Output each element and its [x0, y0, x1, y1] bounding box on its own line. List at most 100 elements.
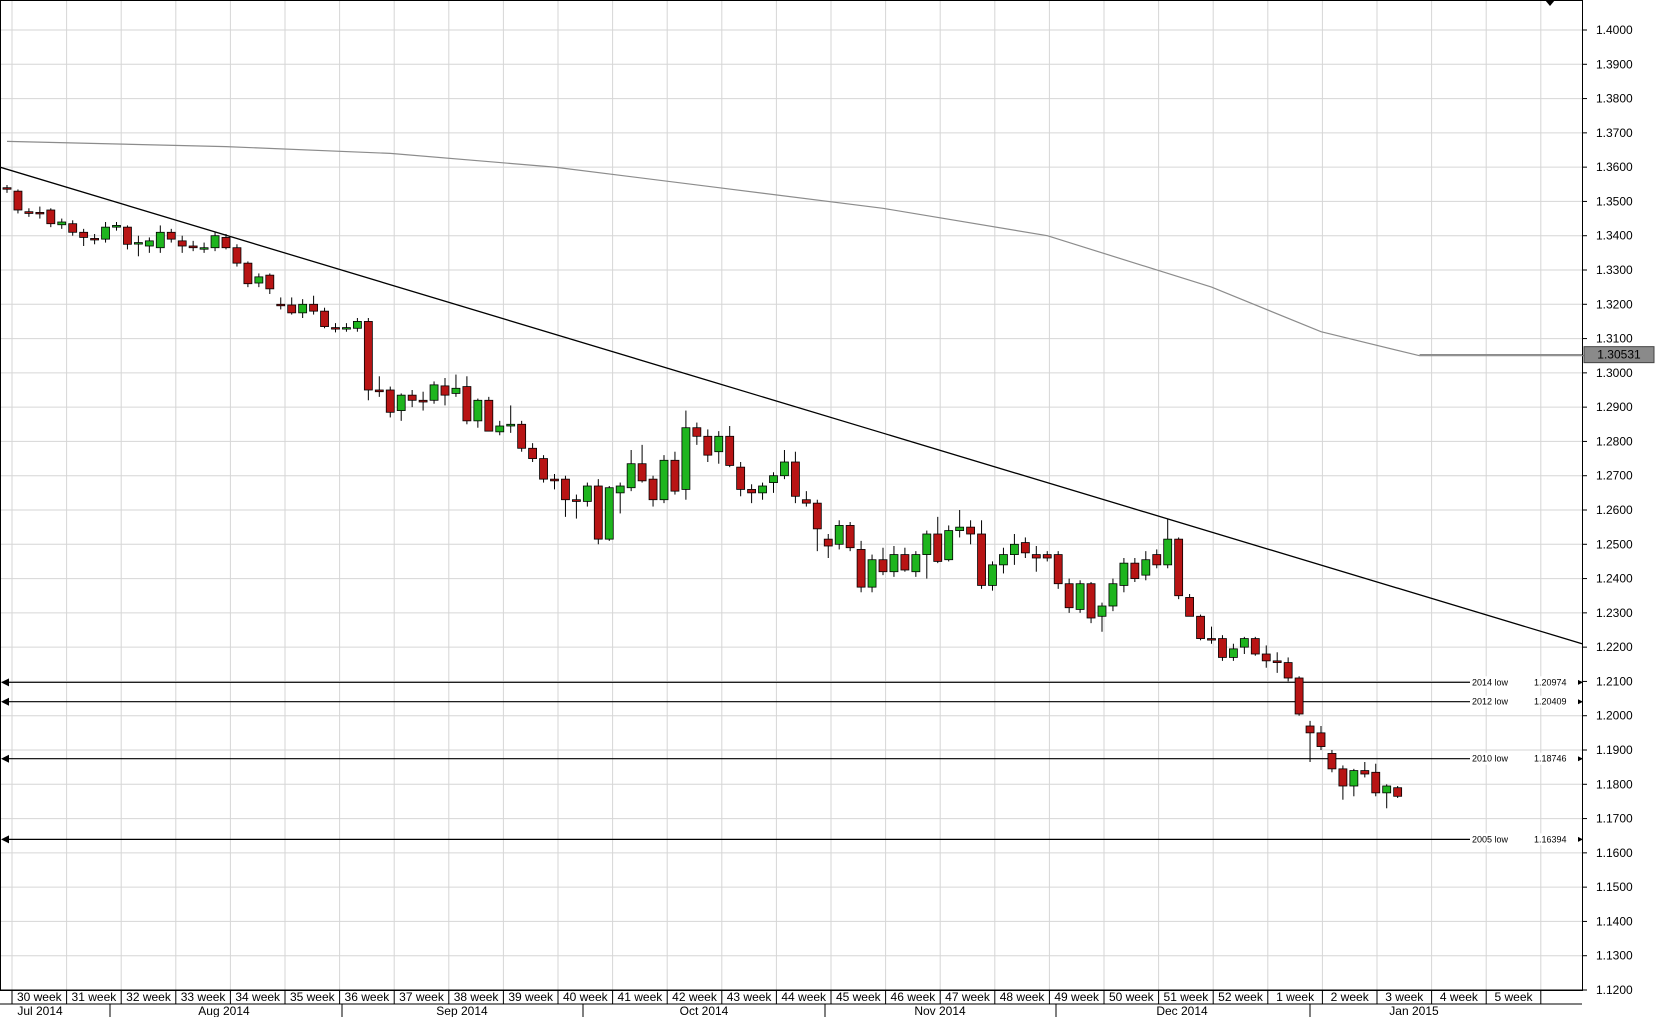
candle-body: [593, 485, 603, 540]
y-tick-label: 1.3100: [1596, 332, 1633, 346]
candle-body: [352, 321, 362, 329]
week-label: 30 week: [17, 990, 63, 1004]
week-label: 49 week: [1054, 990, 1100, 1004]
candle-body: [287, 304, 297, 314]
candle-body: [155, 231, 165, 249]
candle-body: [473, 399, 483, 422]
candle: [1349, 768, 1359, 797]
level-value: 1.16394: [1534, 834, 1567, 844]
candle: [648, 475, 658, 507]
candle: [407, 390, 417, 408]
candle-body: [604, 487, 614, 540]
candle-body: [1185, 597, 1194, 617]
candle-body: [331, 327, 340, 330]
candles: [2, 184, 1403, 809]
candle: [681, 410, 691, 500]
candle: [1316, 726, 1326, 750]
candle-body: [988, 564, 997, 586]
candle-body: [758, 485, 767, 494]
y-tick-label: 1.3600: [1596, 160, 1633, 174]
current-price-label: 1.30531: [1597, 348, 1641, 362]
candle-body: [823, 538, 833, 547]
y-tick-label: 1.1900: [1596, 743, 1633, 757]
candle: [1075, 580, 1085, 613]
candle: [495, 420, 505, 436]
candle-body: [484, 399, 494, 432]
candle: [1294, 676, 1304, 716]
month-label: Aug 2014: [198, 1004, 250, 1017]
month-label: Oct 2014: [680, 1004, 729, 1017]
week-label: 37 week: [399, 990, 445, 1004]
week-label: 2 week: [1331, 990, 1370, 1004]
level-value: 1.18746: [1534, 754, 1567, 764]
week-label: 43 week: [727, 990, 773, 1004]
candle: [243, 261, 253, 288]
candle: [352, 318, 362, 332]
candle-body: [1010, 543, 1019, 555]
candle-body: [13, 190, 23, 211]
y-tick-label: 1.3000: [1596, 366, 1633, 380]
candle: [342, 323, 351, 332]
candle: [320, 307, 329, 329]
candle-body: [922, 533, 932, 555]
candle: [287, 297, 297, 315]
candle: [911, 551, 921, 577]
candle: [385, 386, 395, 418]
candle-body: [440, 385, 450, 396]
candle-body: [714, 435, 724, 453]
candle: [1360, 762, 1370, 778]
candle-body: [320, 310, 329, 327]
week-label: 40 week: [563, 990, 609, 1004]
candle: [692, 422, 702, 445]
arrow-left-icon: [1, 697, 9, 706]
candle-body: [101, 226, 110, 240]
candle: [703, 429, 713, 462]
candle: [1207, 626, 1216, 644]
candle: [933, 516, 943, 564]
week-label: 36 week: [345, 990, 391, 1004]
candle-body: [1360, 770, 1370, 775]
current-price-box: [1583, 346, 1655, 364]
candle: [1185, 594, 1194, 617]
level-label-background: [1470, 752, 1578, 765]
current-price-marker: 1.30531: [1419, 346, 1655, 364]
candle-body: [1130, 562, 1140, 579]
candle: [1218, 635, 1227, 661]
week-label: 3 week: [1385, 990, 1424, 1004]
candle: [1053, 551, 1063, 589]
candle: [374, 376, 384, 397]
candle-body: [889, 554, 899, 573]
candle: [451, 374, 461, 397]
candle-body: [1218, 638, 1227, 658]
candle: [528, 443, 537, 462]
y-tick-label: 1.3200: [1596, 297, 1633, 311]
candle: [1272, 652, 1282, 673]
level-label-background: [1470, 833, 1578, 846]
candle-body: [188, 245, 198, 249]
candle: [550, 474, 559, 490]
candle-body: [615, 485, 625, 494]
candle: [977, 520, 986, 589]
candle-body: [1086, 583, 1096, 619]
candle-body: [298, 303, 308, 314]
candle-body: [1152, 554, 1162, 566]
candle-body: [254, 276, 264, 284]
candle-body: [572, 499, 581, 502]
candle: [24, 208, 34, 217]
y-tick-label: 1.4000: [1596, 23, 1633, 37]
candle: [1010, 534, 1019, 565]
candle: [418, 391, 428, 411]
candle: [1130, 558, 1140, 582]
candle: [462, 376, 472, 425]
candle: [1097, 602, 1107, 632]
candle: [604, 486, 614, 541]
candle: [79, 228, 89, 246]
level-label: 2005 low: [1472, 834, 1509, 844]
candle: [68, 220, 78, 236]
trendline-line: [0, 166, 1583, 645]
candle-body: [1053, 554, 1063, 585]
candle: [922, 530, 932, 579]
candle-body: [79, 231, 89, 238]
